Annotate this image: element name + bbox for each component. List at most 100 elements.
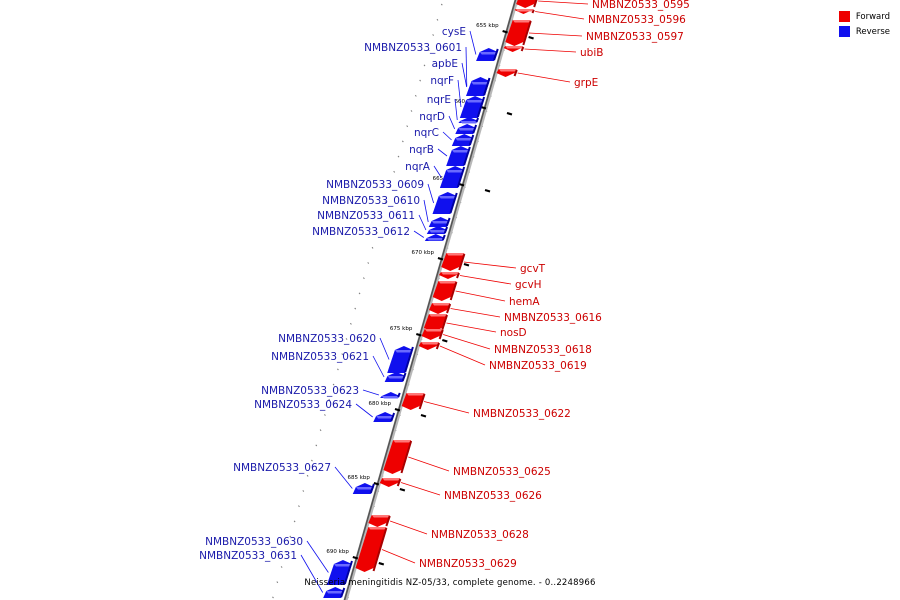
gene-ubib xyxy=(504,46,524,52)
gene-shade xyxy=(476,118,478,122)
leader-line xyxy=(466,47,467,87)
legend: Forward Reverse xyxy=(839,9,890,39)
reverse-swatch xyxy=(839,26,850,37)
leader-line xyxy=(414,231,424,238)
gene-label-nmbnz0533-0622: NMBNZ0533_0622 xyxy=(473,408,571,420)
gene-label-nmbnz0533-0631: NMBNZ0533_0631 xyxy=(199,550,297,562)
gene-gcvh xyxy=(439,272,459,279)
minor-tick xyxy=(307,475,308,476)
major-tick xyxy=(464,264,469,266)
gene-nmbnz0533-0623 xyxy=(380,392,400,399)
gene-label-nqrf: nqrF xyxy=(430,75,454,87)
leader-line xyxy=(535,12,584,20)
tick-label: 670 kbp xyxy=(412,250,435,256)
gene-label-gcvt: gcvT xyxy=(520,263,546,275)
gene-highlight xyxy=(432,303,450,306)
minor-tick xyxy=(415,95,416,96)
gene-nmbnz0533-0616 xyxy=(429,303,450,314)
gene-highlight xyxy=(382,396,400,399)
gene-label-nmbnz0533-0628: NMBNZ0533_0628 xyxy=(431,529,529,541)
gene-highlight xyxy=(395,350,413,353)
gene-highlight xyxy=(505,46,523,49)
tick-label: 685 kbp xyxy=(347,475,370,481)
leader-line xyxy=(401,483,440,496)
tick-label: 680 kbp xyxy=(369,401,392,407)
gene-shade xyxy=(403,373,406,381)
gene-highlight xyxy=(407,393,425,396)
gene-label-nqrc: nqrC xyxy=(414,127,439,139)
gene-shade xyxy=(447,218,450,226)
legend-reverse: Reverse xyxy=(839,24,890,39)
gene-apbe xyxy=(466,78,489,96)
genome-map: 655 kbp660 kbp665 kbp670 kbp675 kbp680 k… xyxy=(0,0,900,600)
gene-nmbnz0533-0627 xyxy=(353,483,374,494)
legend-forward-label: Forward xyxy=(856,12,890,22)
minor-tick xyxy=(372,247,373,248)
gene-label-nmbnz0533-0601: NMBNZ0533_0601 xyxy=(364,42,462,54)
gene-nmbnz0533-0621 xyxy=(385,372,406,382)
genome-caption: Neisseria meningitidis NZ-05/33, complet… xyxy=(0,578,900,588)
gene-label-nmbnz0533-0627: NMBNZ0533_0627 xyxy=(233,462,331,474)
gene-nqrb xyxy=(446,146,470,166)
gene-shade xyxy=(443,235,445,240)
major-tick xyxy=(485,190,490,192)
gene-highlight xyxy=(334,564,352,567)
gene-label-hema: hemA xyxy=(509,296,540,308)
gene-label-nosd: nosD xyxy=(500,327,527,339)
leader-line xyxy=(438,149,447,156)
major-tick xyxy=(507,113,512,115)
minor-tick xyxy=(272,597,273,598)
minor-tick xyxy=(420,80,421,81)
minor-tick xyxy=(433,34,434,35)
genome-backbone xyxy=(344,0,516,600)
gene-highlight xyxy=(438,281,456,284)
legend-reverse-label: Reverse xyxy=(856,27,890,37)
leader-line xyxy=(518,73,570,82)
major-tick xyxy=(379,563,384,565)
gene-nmbnz0533-0620 xyxy=(387,346,413,373)
leader-line xyxy=(424,402,469,414)
major-tick xyxy=(421,415,426,417)
gene-label-nmbnz0533-0595: NMBNZ0533_0595 xyxy=(592,0,690,11)
gene-grpe xyxy=(497,69,517,77)
gene-label-nmbnz0533-0612: NMBNZ0533_0612 xyxy=(312,226,410,238)
gene-nmbnz0533-0618 xyxy=(422,329,443,340)
gene-highlight xyxy=(393,440,411,443)
leader-line xyxy=(538,1,588,4)
gene-nqrc xyxy=(452,134,473,146)
gene-highlight xyxy=(382,478,400,481)
minor-tick xyxy=(437,19,438,20)
gene-label-nmbnz0533-0624: NMBNZ0533_0624 xyxy=(254,399,352,411)
gene-label-nmbnz0533-0616: NMBNZ0533_0616 xyxy=(504,312,602,324)
gene-highlight xyxy=(425,329,443,332)
gene-nmbnz0533-0628 xyxy=(368,515,389,527)
leader-line xyxy=(456,291,505,301)
gene-label-nmbnz0533-0618: NMBNZ0533_0618 xyxy=(494,344,592,356)
gene-highlight xyxy=(471,82,489,85)
leader-line xyxy=(451,309,500,318)
gene-highlight xyxy=(452,150,470,153)
major-tick xyxy=(503,31,508,33)
gene-label-nmbnz0533-0630: NMBNZ0533_0630 xyxy=(205,536,303,548)
leader-line xyxy=(380,338,389,360)
minor-tick xyxy=(303,490,304,491)
gene-nmbnz0533-0619 xyxy=(419,342,439,350)
minor-tick xyxy=(402,141,403,142)
leader-line xyxy=(408,457,449,471)
tick-label: 655 kbp xyxy=(476,23,499,29)
gene-nmbnz0533-0611 xyxy=(427,226,447,234)
gene-label-nqra: nqrA xyxy=(405,161,431,173)
gene-shade xyxy=(398,393,400,397)
leader-line xyxy=(446,323,496,332)
leader-line xyxy=(424,200,428,222)
minor-tick xyxy=(363,278,364,279)
leader-line xyxy=(307,541,328,573)
gene-label-nmbnz0533-0623: NMBNZ0533_0623 xyxy=(261,385,359,397)
gene-highlight xyxy=(429,314,447,317)
gene-highlight xyxy=(513,20,531,23)
gene-label-nqre: nqrE xyxy=(427,94,451,106)
gene-nmbnz0533-0612 xyxy=(425,234,445,241)
gene-nmbnz0533-0596 xyxy=(514,9,533,14)
minor-tick xyxy=(441,4,442,5)
gene-shade xyxy=(473,125,476,133)
